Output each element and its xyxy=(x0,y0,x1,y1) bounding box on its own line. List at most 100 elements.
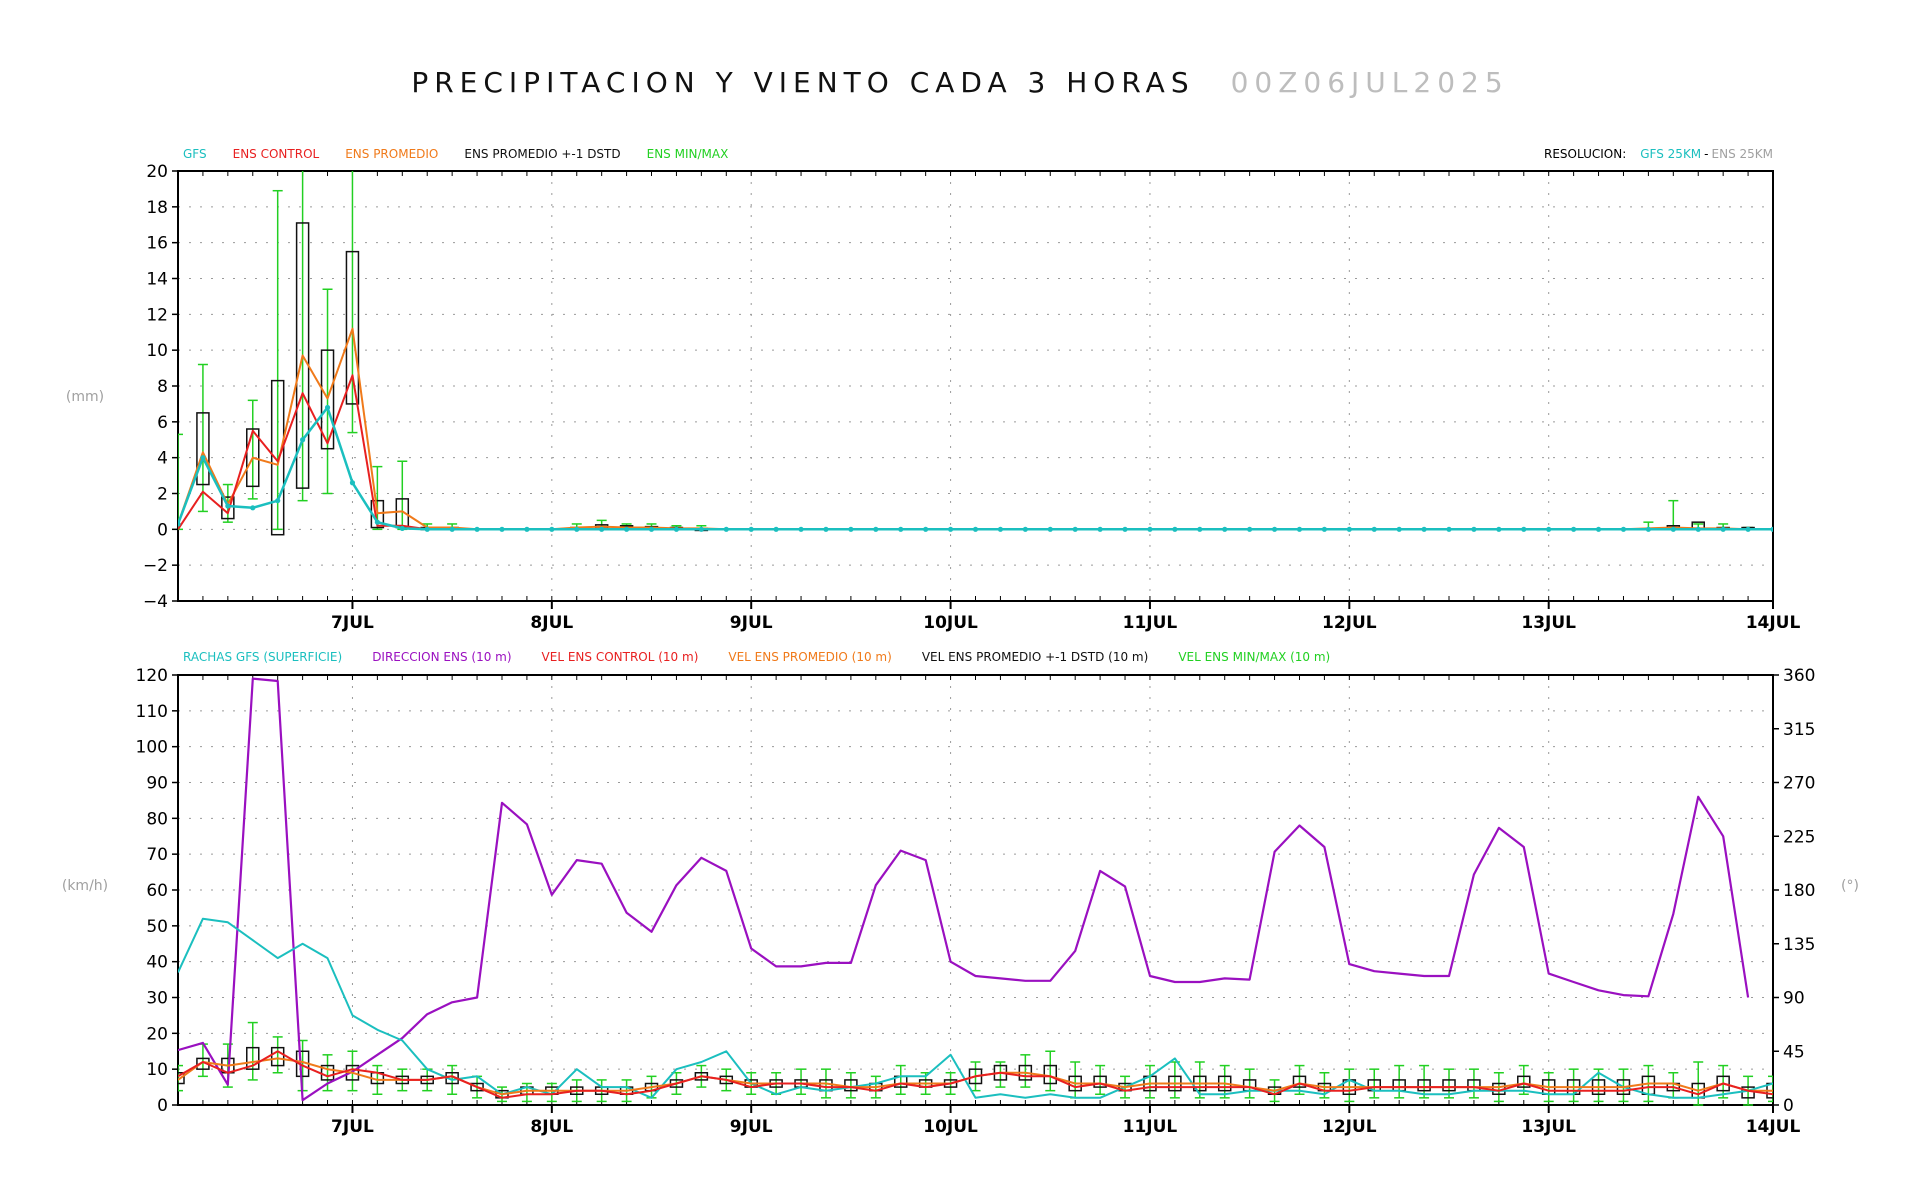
gfs-point xyxy=(524,526,530,532)
gfs-point xyxy=(1047,526,1053,532)
series-group xyxy=(178,677,1773,1106)
gfs-point xyxy=(474,526,480,532)
y-tick-label: 6 xyxy=(157,413,168,433)
y-tick-label: 20 xyxy=(146,162,168,182)
gfs-point xyxy=(549,526,555,532)
ens-control-line xyxy=(178,374,1773,531)
precipitation-panel: −4 −2 0 2 4 6 8 10 12 14 16 18 20 7JUL 8JUL 9JUL 10JUL 11… xyxy=(66,147,1801,633)
x-tick-label: 10JUL xyxy=(923,1117,978,1137)
gfs-point xyxy=(972,526,979,532)
gfs-point xyxy=(673,526,680,532)
gfs-point xyxy=(1346,526,1352,532)
gfs-point xyxy=(324,404,331,411)
gfs-line xyxy=(178,406,1773,531)
y-tick-label: 20 xyxy=(146,1024,168,1044)
gfs-point xyxy=(947,526,954,532)
std-box xyxy=(345,250,360,405)
y-tick-label: 40 xyxy=(146,953,168,973)
std-box xyxy=(1517,1075,1531,1088)
plot-frame xyxy=(177,170,1774,602)
y-axis-label-right: (°) xyxy=(1841,878,1859,894)
std-box xyxy=(246,428,260,488)
gfs-gusts-line xyxy=(178,917,1773,1099)
gfs-point xyxy=(449,526,455,532)
x-tick-label: 12JUL xyxy=(1322,1117,1377,1137)
x-tick-label: 9JUL xyxy=(730,1117,773,1137)
gfs-point xyxy=(1496,526,1502,532)
y-tick-label: 30 xyxy=(146,989,168,1009)
x-tick-label: 8JUL xyxy=(530,1117,573,1137)
y-right-tick-label: 135 xyxy=(1783,935,1815,955)
gfs-point xyxy=(1072,526,1078,532)
x-tick-label: 12JUL xyxy=(1322,613,1377,633)
ens-control-line xyxy=(178,1050,1773,1099)
x-tick-label: 13JUL xyxy=(1521,613,1576,633)
y-right-tick-label: 0 xyxy=(1783,1096,1794,1116)
x-tick-label: 10JUL xyxy=(923,613,978,633)
y-tick-label: −4 xyxy=(143,592,168,612)
gfs-point xyxy=(623,526,630,532)
y-right-tick-label: 45 xyxy=(1783,1042,1805,1062)
gfs-point xyxy=(300,437,306,443)
gfs-point xyxy=(648,526,655,532)
gfs-point xyxy=(250,505,256,511)
legend: RACHAS GFS (SUPERFICIE) DIRECCION ENS (10… xyxy=(183,650,1330,664)
legend-entry: VEL ENS MIN/MAX (10 m) xyxy=(1178,650,1330,664)
y-tick-label: 100 xyxy=(136,738,168,758)
std-box xyxy=(295,222,310,489)
gfs-point xyxy=(723,526,729,532)
std-box xyxy=(246,1046,260,1070)
gfs-point xyxy=(225,503,231,509)
gfs-point xyxy=(599,526,605,532)
x-tick-label: 13JUL xyxy=(1521,1117,1576,1137)
y-tick-label: 10 xyxy=(146,341,168,361)
y-right-tick-label: 180 xyxy=(1783,881,1815,901)
legend-entry: GFS xyxy=(183,147,207,161)
gfs-point xyxy=(698,526,704,532)
resolution-text: RESOLUCION: xyxy=(1544,147,1626,161)
gfs-point xyxy=(1172,526,1178,532)
resolution-text: GFS 25KM xyxy=(1640,147,1701,161)
x-tick-label: 8JUL xyxy=(530,613,573,633)
gfs-point xyxy=(424,526,430,532)
x-tick-label: 11JUL xyxy=(1123,613,1178,633)
gfs-point xyxy=(1770,526,1773,532)
gfs-point xyxy=(823,526,829,532)
gfs-point xyxy=(1571,526,1577,532)
gfs-point xyxy=(798,526,804,532)
direction-line xyxy=(178,677,1750,1102)
y-right-tick-label: 315 xyxy=(1783,720,1815,740)
y-tick-label: 50 xyxy=(146,917,168,937)
legend: GFS ENS CONTROL ENS PROMEDIO ENS PROMEDIO +… xyxy=(183,147,728,161)
y-tick-label: 120 xyxy=(136,666,168,686)
gfs-point xyxy=(1670,526,1676,532)
legend-entry: RACHAS GFS (SUPERFICIE) xyxy=(183,650,342,664)
std-box xyxy=(320,349,335,450)
ens-mean-line xyxy=(178,327,1773,531)
y-tick-label: 10 xyxy=(146,1060,168,1080)
resolution-text: ENS 25KM xyxy=(1712,147,1773,161)
gfs-point xyxy=(1446,526,1452,532)
legend-entry: VEL ENS PROMEDIO (10 m) xyxy=(728,650,891,664)
gfs-point xyxy=(1321,526,1328,532)
y-tick-label: 0 xyxy=(157,520,168,540)
y-tick-label: 12 xyxy=(146,305,168,325)
gfs-point xyxy=(1271,526,1278,532)
std-box xyxy=(1417,1079,1431,1092)
x-tick-label: 7JUL xyxy=(331,613,374,633)
gfs-point xyxy=(873,526,879,532)
y-right-tick-label: 225 xyxy=(1783,827,1815,847)
y-tick-label: −2 xyxy=(143,556,168,576)
y-tick-label: 16 xyxy=(146,234,168,254)
gfs-point xyxy=(997,526,1004,532)
gfs-point xyxy=(1247,526,1253,532)
gfs-point xyxy=(1745,526,1751,532)
x-tick-label: 11JUL xyxy=(1123,1117,1178,1137)
y-right-tick-label: 90 xyxy=(1783,989,1805,1009)
gfs-point xyxy=(748,526,754,532)
gfs-point xyxy=(1720,526,1726,532)
gfs-point xyxy=(275,498,281,504)
y-right-tick-label: 360 xyxy=(1783,666,1815,686)
std-box xyxy=(1292,1075,1307,1088)
